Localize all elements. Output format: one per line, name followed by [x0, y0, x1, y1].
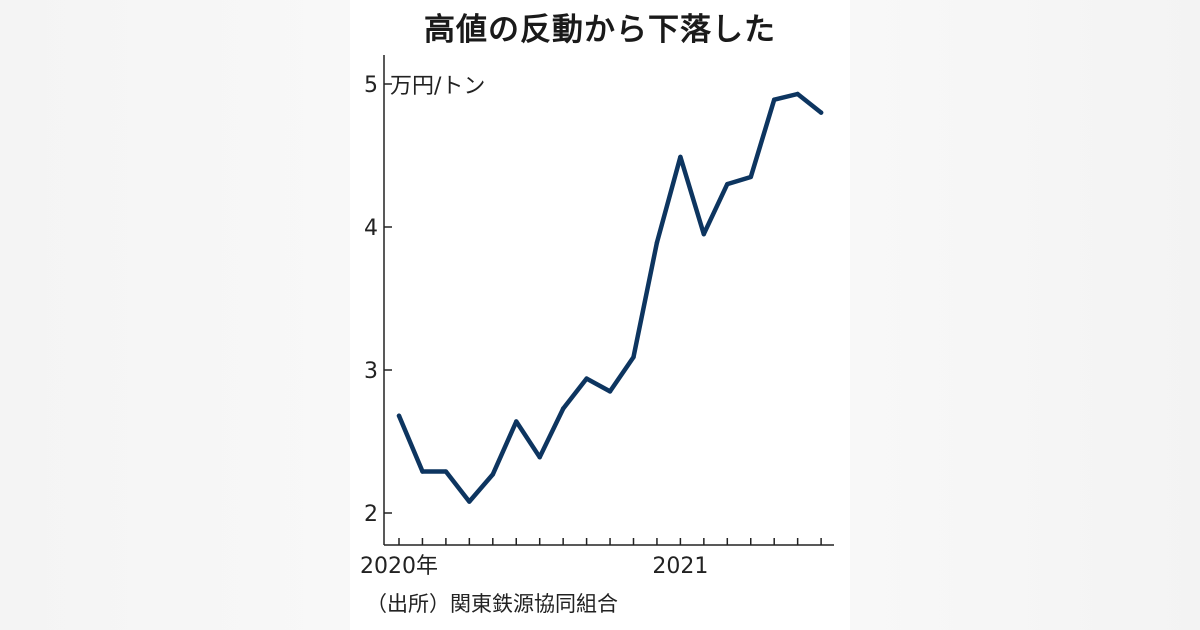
background-left [0, 0, 350, 630]
data-points [396, 91, 824, 504]
x-tick-label: 2020年 [360, 554, 438, 579]
line-chart: 万円/トン 2 3 4 5 2020年 2021 [360, 55, 834, 579]
data-point [795, 91, 800, 97]
x-tick-label: 2021 [652, 554, 708, 579]
y-tick-label: 2 [364, 502, 378, 527]
data-point [443, 469, 449, 474]
data-point [396, 413, 402, 418]
source-note: （出所）関東鉄源協同組合 [366, 592, 618, 616]
x-ticks: 2020年 2021 [360, 538, 822, 579]
y-ticks: 2 3 4 5 [364, 73, 392, 527]
data-point [420, 469, 425, 474]
data-point [560, 406, 566, 411]
data-point [772, 97, 777, 102]
y-tick-label: 5 [364, 73, 378, 98]
data-point [725, 181, 730, 187]
data-point [748, 174, 753, 180]
data-point [537, 455, 542, 460]
chart-title: 高値の反動から下落した [424, 12, 776, 48]
data-point [490, 472, 495, 477]
series-line [396, 91, 824, 504]
data-point [678, 154, 683, 160]
background-right [850, 0, 1200, 630]
data-point [631, 354, 636, 360]
data-point [818, 110, 824, 115]
y-tick-label: 4 [364, 216, 378, 241]
chart-panel: 高値の反動から下落した 万円/トン 2 3 4 5 2020年 2021 （出所）関東鉄… [350, 0, 850, 630]
data-point [654, 240, 660, 245]
data-point [584, 376, 589, 381]
y-tick-label: 3 [364, 359, 378, 384]
data-point [467, 499, 472, 504]
y-unit-label: 万円/トン [390, 74, 485, 99]
data-point [701, 231, 707, 237]
data-point [607, 389, 613, 394]
data-point [514, 419, 519, 424]
